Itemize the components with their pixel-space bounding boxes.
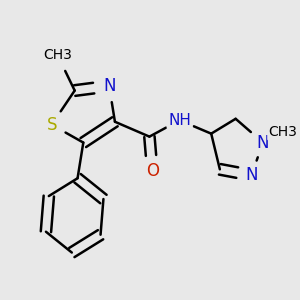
Text: CH3: CH3 [43, 48, 72, 62]
Text: N: N [245, 166, 258, 184]
Text: N: N [257, 134, 269, 152]
Text: NH: NH [168, 113, 191, 128]
Text: O: O [146, 162, 159, 180]
Text: N: N [103, 77, 116, 95]
Text: CH3: CH3 [268, 125, 298, 139]
Text: S: S [46, 116, 57, 134]
